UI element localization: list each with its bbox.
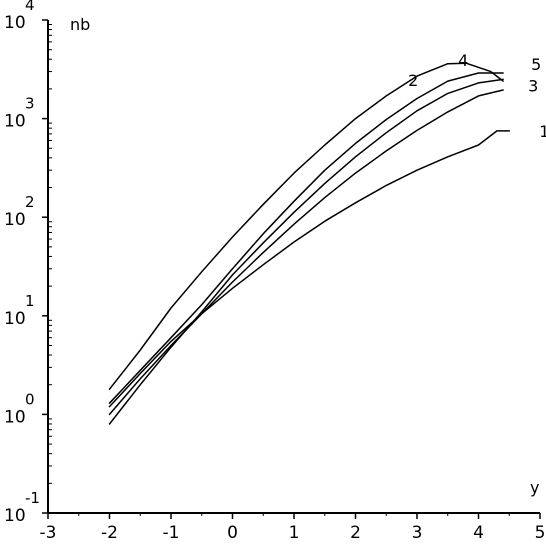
series-line-1 — [108, 130, 511, 408]
y-tick-base-3: 10 — [4, 112, 26, 132]
x-tick-label-0: 0 — [227, 523, 238, 543]
y-tick-base-1: 10 — [4, 309, 26, 329]
series-line-4 — [108, 62, 504, 390]
y-tick-exp-2: 2 — [25, 193, 35, 211]
y-tick-exp-1: 1 — [25, 292, 35, 310]
y-tick-exp-3: 3 — [25, 95, 35, 113]
y-tick-exp-0: 0 — [25, 390, 35, 408]
x-tick-label--1: -1 — [163, 523, 180, 543]
x-axis-label: y — [530, 478, 539, 497]
y-axis-label: nb — [70, 15, 90, 34]
x-tick-label-4: 4 — [473, 523, 484, 543]
axes — [42, 19, 541, 519]
x-tick-label--2: -2 — [101, 523, 118, 543]
y-tick-base-2: 10 — [4, 210, 26, 230]
series-label-2: 2 — [408, 71, 418, 90]
x-tick-label-5: 5 — [535, 523, 546, 543]
series-label-3: 3 — [528, 76, 538, 95]
series-line-5 — [108, 72, 504, 404]
y-tick-exp--1: -1 — [25, 489, 40, 507]
x-tick-label--3: -3 — [40, 523, 57, 543]
minor-ticks — [48, 24, 510, 516]
x-tick-label-1: 1 — [289, 523, 300, 543]
x-tick-label-3: 3 — [412, 523, 423, 543]
series-line-3 — [108, 78, 504, 425]
series-labels: 1 2 3 4 5 — [408, 51, 546, 141]
series-lines — [108, 62, 511, 425]
series-label-4: 4 — [458, 51, 468, 70]
x-tick-labels: -3 -2 -1 0 1 2 3 4 5 — [40, 523, 546, 543]
y-tick-base--1: 10 — [4, 506, 26, 526]
y-tick-base-4: 10 — [4, 13, 26, 33]
y-tick-exp-4: 4 — [25, 0, 35, 14]
series-label-5: 5 — [531, 55, 541, 74]
series-label-1: 1 — [539, 122, 546, 141]
series-line-2 — [108, 89, 504, 416]
x-tick-label-2: 2 — [350, 523, 361, 543]
y-tick-base-0: 10 — [4, 407, 26, 427]
